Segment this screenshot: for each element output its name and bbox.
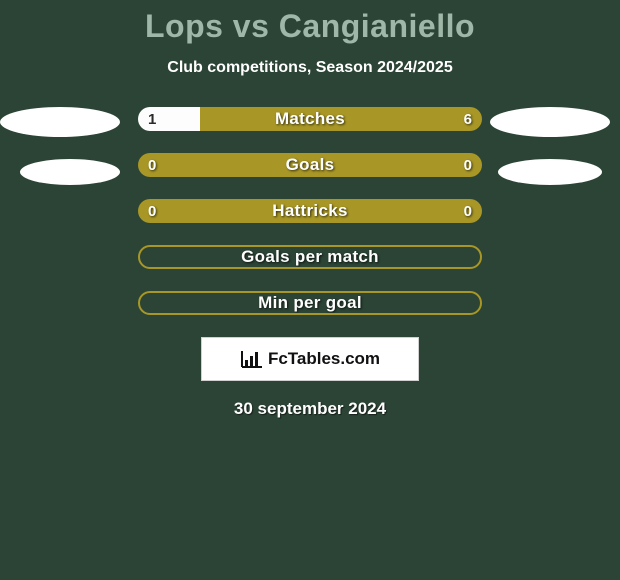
bar-goals-value-right: 0	[464, 153, 472, 177]
bar-hattricks-label: Hattricks	[138, 199, 482, 223]
chart-icon	[240, 349, 264, 369]
bar-hattricks: 0 Hattricks 0	[138, 199, 482, 223]
bar-goals-per-match: Goals per match	[138, 245, 482, 269]
stat-bars: 1 Matches 6 0 Goals 0 0 Hattricks 0 Goal…	[138, 107, 482, 315]
bar-matches-value-right: 6	[464, 107, 472, 131]
bar-matches-label: Matches	[138, 107, 482, 131]
bar-matches: 1 Matches 6	[138, 107, 482, 131]
branding-label: FcTables.com	[268, 349, 380, 369]
page-title: Lops vs Cangianiello	[0, 8, 620, 45]
branding-box[interactable]: FcTables.com	[201, 337, 419, 381]
bar-goals-per-match-label: Goals per match	[140, 247, 480, 267]
date-line: 30 september 2024	[0, 399, 620, 419]
page-subtitle: Club competitions, Season 2024/2025	[0, 59, 620, 77]
bar-min-per-goal: Min per goal	[138, 291, 482, 315]
player-right-badge-2	[498, 159, 602, 185]
content-region: 1 Matches 6 0 Goals 0 0 Hattricks 0 Goal…	[0, 107, 620, 419]
bar-hattricks-value-right: 0	[464, 199, 472, 223]
branding-inner: FcTables.com	[240, 349, 380, 369]
player-right-badge-1	[490, 107, 610, 137]
comparison-widget: Lops vs Cangianiello Club competitions, …	[0, 0, 620, 580]
bar-goals-label: Goals	[138, 153, 482, 177]
bar-min-per-goal-label: Min per goal	[140, 293, 480, 313]
player-left-badge-1	[0, 107, 120, 137]
bar-goals: 0 Goals 0	[138, 153, 482, 177]
player-left-badge-2	[20, 159, 120, 185]
